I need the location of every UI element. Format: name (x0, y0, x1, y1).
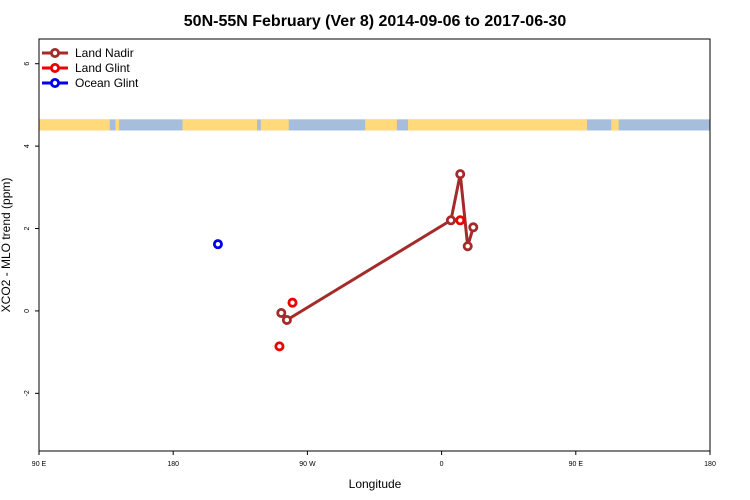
x-tick-label-5: 180 (704, 461, 716, 468)
x-axis: 90 E 180 90 W 0 90 E 180 (32, 451, 716, 468)
land-glint-point-1 (287, 297, 298, 308)
x-tick-label-2: 90 W (299, 461, 316, 468)
x-tick-label-4: 90 E (569, 461, 584, 468)
legend-label-ocean-glint: Ocean Glint (75, 76, 139, 90)
land-nadir-line (280, 172, 475, 322)
land-segment-3 (260, 119, 289, 131)
y-axis-label: XCO2 - MLO trend (ppm) (0, 178, 13, 313)
legend-marker-land-glint (50, 63, 61, 74)
series-layer (212, 169, 479, 352)
land-nadir-point-4 (462, 241, 473, 252)
plot-frame (38, 38, 711, 452)
land-nadir-point-2 (445, 215, 456, 226)
y-tick-label-3: 4 (24, 144, 31, 148)
series-land-nadir (276, 169, 479, 325)
land-mask-band (39, 119, 710, 131)
y-tick-label-2: 2 (24, 226, 31, 230)
land-nadir-point-0 (276, 307, 287, 318)
legend-label-land-glint: Land Glint (75, 61, 130, 75)
x-tick-label-3: 0 (440, 461, 444, 468)
land-nadir-point-5 (468, 222, 479, 233)
legend-item-ocean-glint: Ocean Glint (42, 76, 139, 90)
y-tick-label-4: 6 (24, 62, 31, 66)
legend-marker-ocean-glint (50, 78, 61, 89)
x-axis-label: Longitude (349, 477, 402, 491)
series-land-glint (274, 215, 466, 352)
legend-marker-land-nadir (50, 48, 61, 59)
chart-title: 50N-55N February (Ver 8) 2014-09-06 to 2… (184, 13, 567, 30)
land-segment-0 (39, 119, 110, 131)
ocean-glint-point-0 (212, 239, 223, 250)
land-nadir-point-1 (281, 314, 292, 325)
land-glint-point-0 (274, 341, 285, 352)
legend-label-land-nadir: Land Nadir (75, 46, 134, 60)
land-segment-4 (365, 119, 397, 131)
land-segment-6 (611, 119, 619, 131)
land-segment-2 (182, 119, 258, 131)
series-ocean-glint (212, 239, 223, 250)
land-nadir-point-3 (455, 169, 466, 180)
land-segment-5 (408, 119, 587, 131)
y-tick-label-1: 0 (24, 309, 31, 313)
x-tick-label-0: 90 E (32, 461, 47, 468)
legend-item-land-glint: Land Glint (42, 61, 130, 75)
y-tick-label-0: -2 (24, 390, 31, 396)
x-tick-label-1: 180 (167, 461, 179, 468)
legend-item-land-nadir: Land Nadir (42, 46, 134, 60)
y-axis: -2 0 2 4 6 (24, 62, 39, 396)
land-segment-1 (115, 119, 120, 131)
land-glint-point-2 (455, 215, 466, 226)
